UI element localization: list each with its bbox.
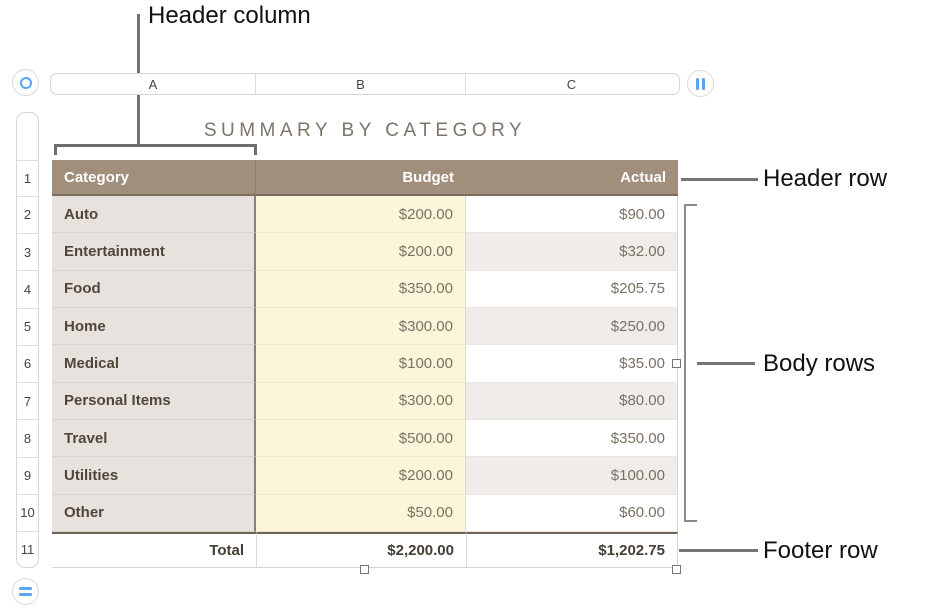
header-row-callout-line: [681, 178, 758, 181]
row-number-2[interactable]: 2: [17, 195, 38, 233]
body-rows-bracket: [684, 204, 697, 522]
body-cell-budget[interactable]: $50.00: [256, 494, 466, 532]
row-number-3[interactable]: 3: [17, 233, 38, 270]
add-column-handle-button[interactable]: [687, 70, 714, 97]
table-select-button[interactable]: [12, 69, 39, 96]
body-cell-category[interactable]: Personal Items: [52, 382, 256, 420]
row-number-10[interactable]: 10: [17, 493, 38, 531]
body-cell-actual[interactable]: $250.00: [466, 307, 678, 346]
footer-cell-budget[interactable]: $2,200.00: [256, 531, 466, 568]
body-cell-category[interactable]: Home: [52, 307, 256, 346]
body-cell-actual[interactable]: $205.75: [466, 270, 678, 308]
body-cell-budget[interactable]: $300.00: [256, 382, 466, 420]
body-cell-budget[interactable]: $350.00: [256, 270, 466, 308]
add-row-handle-button[interactable]: [12, 578, 39, 605]
body-cell-category[interactable]: Utilities: [52, 457, 256, 495]
body-cell-actual[interactable]: $60.00: [466, 494, 678, 532]
resize-handle-corner[interactable]: [672, 565, 681, 574]
body-cell-category[interactable]: Medical: [52, 345, 256, 383]
body-cell-budget[interactable]: $500.00: [256, 419, 466, 458]
body-rows-label: Body rows: [763, 350, 876, 377]
row-bars-icon: [19, 587, 32, 596]
footer-cell-label[interactable]: Total: [52, 531, 256, 568]
row-number-8[interactable]: 8: [17, 419, 38, 456]
resize-handle-bottom[interactable]: [360, 565, 369, 574]
body-cell-category[interactable]: Travel: [52, 419, 256, 458]
body-cell-actual[interactable]: $350.00: [466, 419, 678, 458]
body-cell-category[interactable]: Auto: [52, 196, 256, 234]
row-number-6[interactable]: 6: [17, 344, 38, 382]
column-letter-a[interactable]: A: [148, 76, 158, 92]
header-column-bracket: [54, 144, 257, 155]
body-cell-category[interactable]: Entertainment: [52, 233, 256, 271]
body-cell-budget[interactable]: $200.00: [256, 233, 466, 271]
column-bars-icon: [696, 77, 705, 90]
footer-row-callout-line: [679, 549, 758, 552]
row-number-strip[interactable]: 1 2 3 4 5 6 7 8 9 10 11: [16, 112, 39, 568]
row-number-4[interactable]: 4: [17, 270, 38, 307]
body-cell-actual[interactable]: $35.00: [466, 345, 678, 383]
body-cell-budget[interactable]: $200.00: [256, 457, 466, 495]
body-cell-actual[interactable]: $32.00: [466, 233, 678, 271]
row-number-5[interactable]: 5: [17, 307, 38, 345]
body-cell-budget[interactable]: $100.00: [256, 345, 466, 383]
circle-icon: [19, 76, 32, 89]
spreadsheet-table: Category Budget Actual Auto $200.00 $90.00 Ent…: [52, 160, 678, 568]
body-cell-budget[interactable]: $300.00: [256, 307, 466, 346]
table-title: SUMMARY BY CATEGORY: [203, 120, 527, 141]
header-cell-actual[interactable]: Actual: [466, 160, 678, 196]
header-row-label: Header row: [763, 165, 888, 192]
row-number-9[interactable]: 9: [17, 456, 38, 494]
body-cell-budget[interactable]: $200.00: [256, 196, 466, 234]
row-number-1[interactable]: 1: [17, 159, 38, 196]
body-rows-callout-line: [697, 362, 755, 365]
header-cell-budget[interactable]: Budget: [256, 160, 466, 196]
row-number-7[interactable]: 7: [17, 382, 38, 419]
body-cell-category[interactable]: Other: [52, 494, 256, 532]
footer-row-label: Footer row: [763, 537, 878, 564]
resize-handle-right[interactable]: [672, 359, 681, 368]
body-cell-actual[interactable]: $80.00: [466, 382, 678, 420]
row-strip-blank: [17, 113, 38, 160]
body-cell-actual[interactable]: $90.00: [466, 196, 678, 234]
footer-cell-actual[interactable]: $1,202.75: [466, 531, 678, 568]
body-cell-actual[interactable]: $100.00: [466, 457, 678, 495]
row-number-11[interactable]: 11: [17, 531, 38, 567]
header-cell-category[interactable]: Category: [52, 160, 256, 196]
column-letter-c[interactable]: C: [465, 74, 677, 94]
header-column-label: Header column: [148, 2, 311, 29]
body-cell-category[interactable]: Food: [52, 270, 256, 308]
column-letter-b[interactable]: B: [255, 74, 465, 94]
